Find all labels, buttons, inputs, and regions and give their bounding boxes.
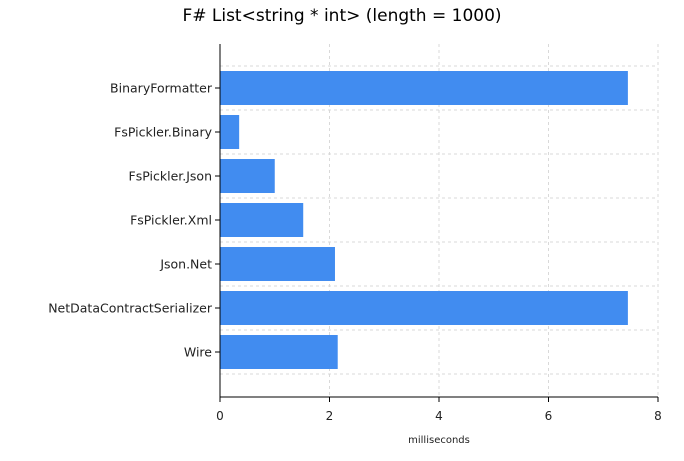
category-label: NetDataContractSerializer <box>48 301 213 316</box>
bar-fspickler-xml <box>220 203 304 237</box>
chart-title: F# List<string * int> (length = 1000) <box>182 6 502 26</box>
bar-binaryformatter <box>220 71 628 105</box>
category-label: FsPickler.Binary <box>114 125 212 140</box>
bar-fspickler-json <box>220 159 275 193</box>
bars-layer <box>220 71 628 369</box>
x-tick-label: 2 <box>326 409 334 423</box>
axes-layer <box>215 44 659 402</box>
x-tick-label: 6 <box>545 409 553 423</box>
category-label: Wire <box>184 345 212 360</box>
bar-wire <box>220 335 338 369</box>
bar-fspickler-binary <box>220 115 240 149</box>
x-tick-label: 4 <box>435 409 443 423</box>
x-tick-label: 0 <box>216 409 224 423</box>
labels-layer: 0 2 4 6 8 BinaryFormatter FsPickler.Binary FsPi… <box>48 81 662 424</box>
category-label: Json.Net <box>159 257 212 272</box>
x-tick-label: 8 <box>654 409 662 423</box>
x-axis-title: milliseconds <box>408 435 470 446</box>
category-label: BinaryFormatter <box>110 81 213 96</box>
bar-json-net <box>220 247 335 281</box>
bar-netdatacontractserializer <box>220 291 628 325</box>
category-label: FsPickler.Xml <box>130 213 212 228</box>
category-label: FsPickler.Json <box>129 169 212 184</box>
